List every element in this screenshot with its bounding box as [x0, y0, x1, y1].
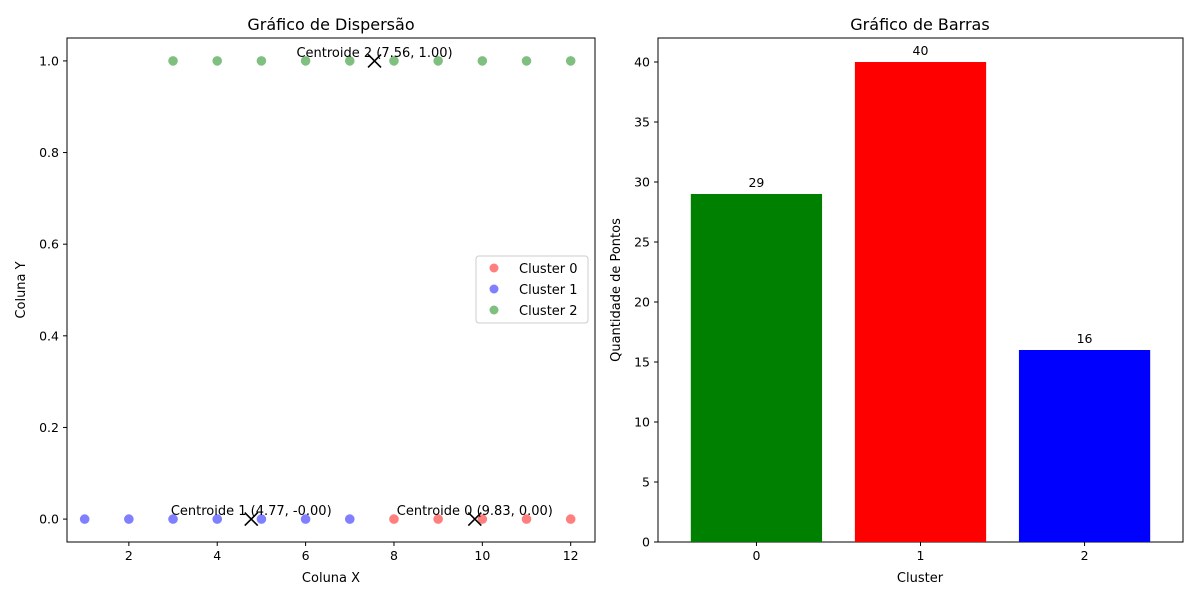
centroid-marker-1: [244, 512, 259, 527]
centroid-label-1: Centroide 1 (4.77, -0.00): [171, 504, 332, 519]
scatter-x-ticks: 2 4 6 8 10 12: [125, 542, 579, 563]
centroid-marker-0: [467, 512, 482, 527]
scatter-centroids: Centroide 0 (9.83, 0.00) Centroide 1 (4.7…: [171, 46, 553, 527]
bar-cluster-1: [854, 62, 987, 542]
scatter-point-cluster-0: [565, 514, 576, 524]
scatter-point-cluster-2: [565, 56, 576, 66]
scatter-point-cluster-1: [212, 514, 223, 524]
scatter-point-cluster-2: [168, 56, 178, 66]
legend-marker-cluster-2: [489, 305, 499, 315]
scatter-legend: Cluster 0 Cluster 1 Cluster 2: [475, 255, 589, 324]
scatter-point-cluster-0: [521, 514, 532, 524]
scatter-y-tick-label: 1.0: [39, 53, 59, 68]
scatter-y-tick-label: 0.8: [39, 145, 59, 160]
scatter-point-cluster-2: [344, 56, 355, 66]
scatter-y-tick-label: 0.0: [39, 512, 59, 527]
scatter-x-tick-label: 10: [474, 548, 490, 563]
scatter-x-tick-label: 6: [302, 548, 310, 563]
bar-bars: 29 0 40 1 16 2: [690, 43, 1151, 563]
bar-y-tick-label: 5: [642, 475, 650, 490]
scatter-x-tick-label: 4: [213, 548, 221, 563]
bar-y-tick-label: 10: [634, 415, 650, 430]
scatter-plot-frame: [66, 37, 596, 543]
scatter-point-cluster-2: [256, 56, 267, 66]
scatter-x-axis-label: Coluna X: [302, 571, 360, 586]
bar-x-tick-label: 1: [917, 548, 925, 563]
scatter-chart: Gráfico de Dispersão 2 4 6 8 10 12 0.00.20.40…: [14, 15, 596, 586]
legend-label-cluster-1: Cluster 1: [519, 283, 578, 298]
scatter-point-cluster-1: [168, 514, 178, 524]
scatter-point-cluster-2: [212, 56, 223, 66]
scatter-title: Gráfico de Dispersão: [247, 15, 414, 34]
scatter-point-cluster-1: [124, 514, 134, 524]
legend-label-cluster-2: Cluster 2: [519, 304, 578, 319]
centroid-marker-2: [367, 53, 382, 68]
scatter-point-cluster-2: [521, 56, 532, 66]
scatter-y-axis-label: Coluna Y: [14, 261, 29, 318]
bar-x-tick-label: 2: [1081, 548, 1089, 563]
scatter-point-cluster-1: [79, 514, 90, 524]
bar-value-label: 29: [748, 175, 764, 190]
scatter-point-cluster-0: [433, 514, 443, 524]
scatter-point-cluster-2: [389, 56, 399, 66]
bar-y-axis-label: Quantidade de Pontos: [609, 218, 624, 362]
bar-y-tick-label: 0: [642, 535, 650, 550]
bar-y-tick-label: 40: [634, 55, 650, 70]
scatter-point-cluster-0: [477, 514, 488, 524]
centroid-label-0: Centroide 0 (9.83, 0.00): [397, 504, 553, 519]
scatter-point-cluster-2: [477, 56, 488, 66]
legend-label-cluster-0: Cluster 0: [519, 262, 578, 277]
centroid-label-2: Centroide 2 (7.56, 1.00): [296, 46, 452, 61]
bar-title: Gráfico de Barras: [850, 15, 989, 34]
bar-cluster-0: [690, 194, 823, 542]
scatter-y-tick-label: 0.4: [39, 328, 59, 343]
scatter-y-tick-label: 0.6: [39, 237, 59, 252]
scatter-x-tick-label: 8: [390, 548, 398, 563]
scatter-point-cluster-0: [389, 514, 399, 524]
bar-x-axis-label: Cluster: [897, 571, 944, 586]
scatter-point-cluster-2: [300, 56, 311, 66]
bar-x-tick-label: 0: [752, 548, 760, 563]
bar-y-tick-label: 20: [634, 295, 650, 310]
legend-frame: [475, 255, 589, 324]
scatter-y-ticks: 0.0 0.2 0.4 0.6 0.8 1.0: [39, 53, 67, 527]
bar-y-tick-label: 35: [634, 115, 650, 130]
bar-y-tick-label: 15: [634, 355, 650, 370]
scatter-point-cluster-1: [256, 514, 267, 524]
scatter-point-cluster-1: [300, 514, 311, 524]
legend-marker-cluster-1: [489, 284, 499, 294]
scatter-point-cluster-2: [433, 56, 443, 66]
scatter-y-tick-label: 0.2: [39, 420, 59, 435]
scatter-point-cluster-1: [344, 514, 355, 524]
scatter-x-tick-label: 2: [125, 548, 133, 563]
legend-marker-cluster-0: [489, 263, 499, 273]
bar-y-ticks: 0 5 10 15 20 25 30 35 40: [634, 55, 658, 550]
bar-value-label: 16: [1077, 331, 1093, 346]
bar-cluster-2: [1018, 350, 1151, 542]
bar-value-label: 40: [913, 43, 929, 58]
bar-chart: Gráfico de Barras 0 5 10 15 20 25 30 35 40 29 0 40…: [609, 15, 1184, 586]
scatter-points: [79, 56, 576, 524]
bar-y-tick-label: 30: [634, 175, 650, 190]
scatter-x-tick-label: 12: [563, 548, 579, 563]
bar-y-tick-label: 25: [634, 235, 650, 250]
